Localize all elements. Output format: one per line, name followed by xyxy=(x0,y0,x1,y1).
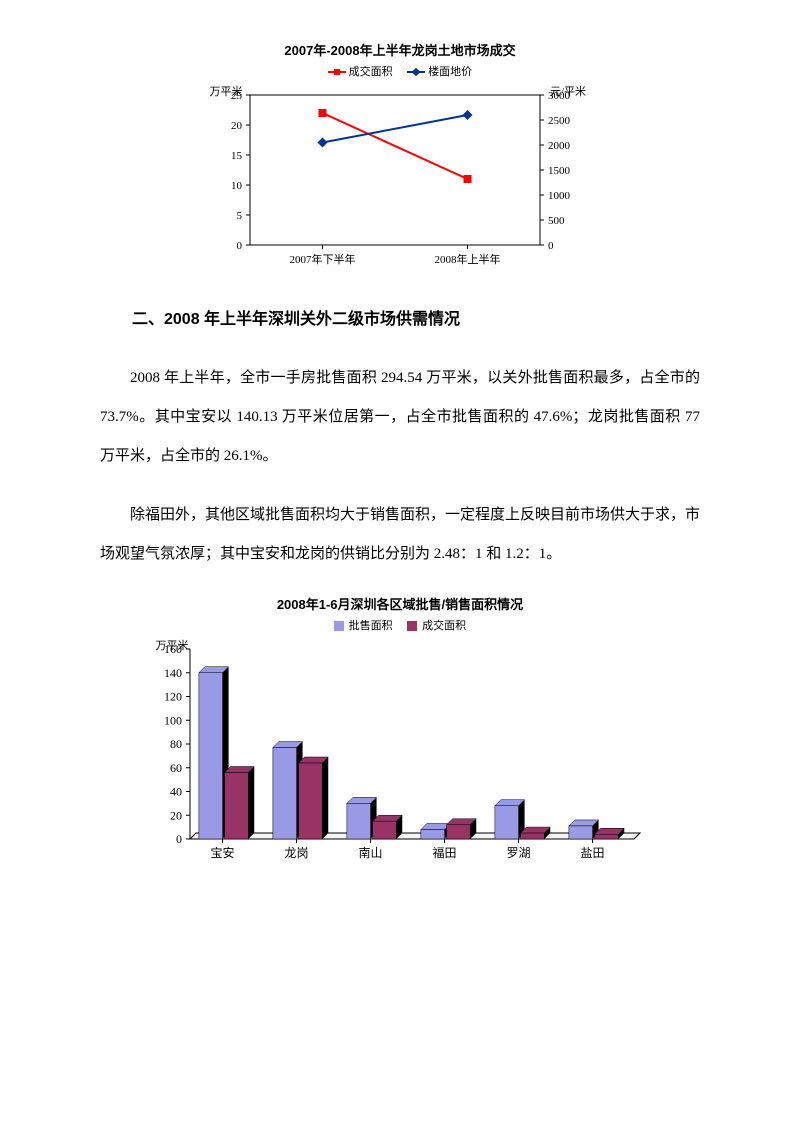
svg-text:1000: 1000 xyxy=(548,190,571,202)
svg-text:万平米: 万平米 xyxy=(156,639,189,652)
diamond-marker-icon xyxy=(407,71,425,73)
section-heading: 二、2008 年上半年深圳关外二级市场供需情况 xyxy=(100,305,700,329)
svg-text:盐田: 盐田 xyxy=(581,846,605,860)
svg-text:0: 0 xyxy=(548,240,554,252)
chart1-title: 2007年-2008年上半年龙岗土地市场成交 xyxy=(200,40,600,59)
chart1-legend-item-2: 楼面地价 xyxy=(407,63,472,79)
svg-text:万平米: 万平米 xyxy=(210,85,243,98)
chart2-legend-label-1: 批售面积 xyxy=(349,620,393,632)
chart1-svg: 0510152025050010001500200025003000万平米元/平… xyxy=(200,85,600,275)
svg-text:2000: 2000 xyxy=(548,140,571,152)
document-page: 2007年-2008年上半年龙岗土地市场成交 成交面积 楼面地价 0 5 10 15 2… xyxy=(0,0,800,949)
svg-text:2008年上半年: 2008年上半年 xyxy=(435,252,501,266)
svg-text:龙岗: 龙岗 xyxy=(285,846,309,860)
svg-text:5: 5 xyxy=(237,210,243,222)
chart2-legend: 批售面积 成交面积 xyxy=(140,617,660,633)
svg-text:罗湖: 罗湖 xyxy=(507,845,531,860)
svg-text:100: 100 xyxy=(164,713,182,727)
svg-text:10: 10 xyxy=(231,180,243,192)
chart-longgang-land: 2007年-2008年上半年龙岗土地市场成交 成交面积 楼面地价 0 5 10 15 2… xyxy=(200,40,600,275)
svg-text:宝安: 宝安 xyxy=(211,845,235,860)
svg-text:2007年下半年: 2007年下半年 xyxy=(290,252,356,266)
square-marker-icon xyxy=(328,71,346,73)
chart1-legend-label-2: 楼面地价 xyxy=(428,66,472,78)
svg-text:2500: 2500 xyxy=(548,115,571,127)
svg-text:60: 60 xyxy=(170,761,182,775)
svg-text:80: 80 xyxy=(170,737,182,751)
svg-text:20: 20 xyxy=(231,120,243,132)
paragraph-2: 除福田外，其他区域批售面积均大于销售面积，一定程度上反映目前市场供大于求，市场观… xyxy=(100,496,700,574)
legend-box-icon xyxy=(407,621,417,631)
svg-text:元/平米: 元/平米 xyxy=(550,85,586,98)
svg-text:1500: 1500 xyxy=(548,165,571,177)
chart2-title: 2008年1-6月深圳各区域批售/销售面积情况 xyxy=(140,594,660,613)
chart1-legend: 成交面积 楼面地价 xyxy=(200,63,600,79)
svg-text:140: 140 xyxy=(164,666,182,680)
svg-text:40: 40 xyxy=(170,785,182,799)
svg-text:南山: 南山 xyxy=(359,845,383,860)
svg-text:20: 20 xyxy=(170,808,182,822)
chart2-svg: 020406080100120140160万平米宝安龙岗南山福田罗湖盐田 xyxy=(140,639,660,869)
svg-text:福田: 福田 xyxy=(433,845,457,860)
chart-districts-area: 2008年1-6月深圳各区域批售/销售面积情况 批售面积 成交面积 0 20 40 6… xyxy=(140,594,660,869)
svg-text:500: 500 xyxy=(548,215,565,227)
chart2-legend-item-1: 批售面积 xyxy=(334,617,393,633)
svg-text:120: 120 xyxy=(164,690,182,704)
svg-text:0: 0 xyxy=(237,240,243,252)
chart1-legend-item-1: 成交面积 xyxy=(328,63,393,79)
paragraph-1: 2008 年上半年，全市一手房批售面积 294.54 万平米，以关外批售面积最多… xyxy=(100,359,700,476)
svg-text:0: 0 xyxy=(176,832,182,846)
legend-box-icon xyxy=(334,621,344,631)
svg-text:15: 15 xyxy=(231,150,243,162)
chart2-legend-label-2: 成交面积 xyxy=(422,620,466,632)
chart1-legend-label-1: 成交面积 xyxy=(349,66,393,78)
chart2-legend-item-2: 成交面积 xyxy=(407,617,466,633)
